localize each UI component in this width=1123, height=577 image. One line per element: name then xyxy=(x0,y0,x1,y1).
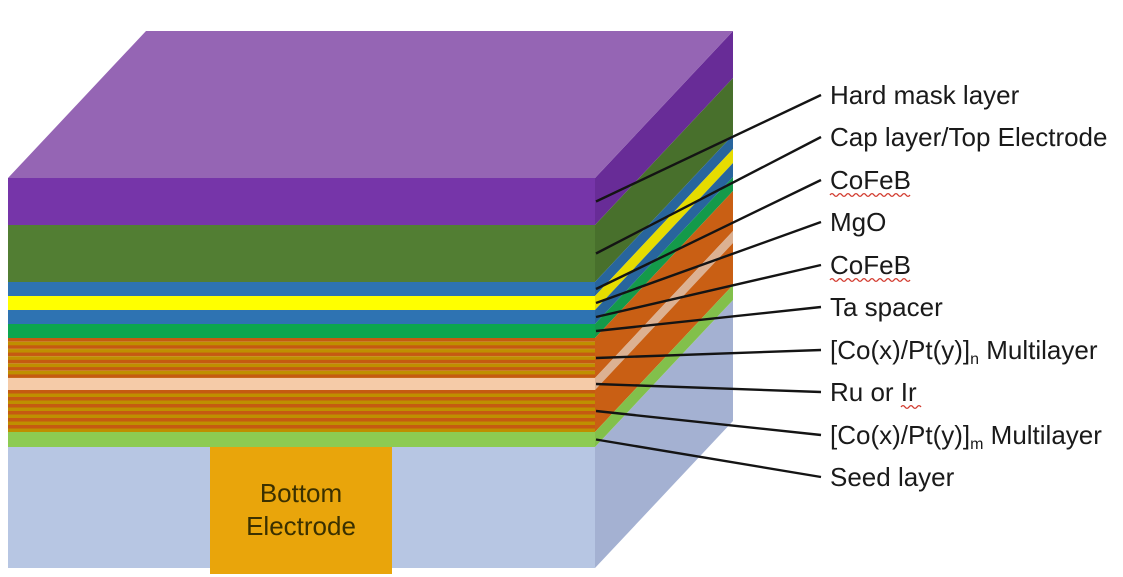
bottom-electrode-label: Bottom Electrode xyxy=(246,478,356,541)
bottom-electrode-block xyxy=(210,447,392,574)
spellcheck-squiggle-cofeb-top xyxy=(829,192,911,198)
layer-front-seed xyxy=(8,432,595,447)
leader-line-copt-n xyxy=(595,348,822,360)
leader-line-mgo xyxy=(595,220,822,305)
leader-line-cofeb-top xyxy=(595,178,822,291)
spellcheck-squiggle-ir xyxy=(900,404,922,410)
leader-line-seed xyxy=(595,438,822,479)
layer-label-copt-m-subscript: m xyxy=(970,436,983,453)
spellcheck-squiggle-cofeb-bottom xyxy=(829,277,911,283)
leader-line-ta-spacer xyxy=(595,305,822,333)
leader-line-ru-ir xyxy=(595,382,822,394)
layer-side-seed xyxy=(595,285,733,447)
layer-label-copt-n: [Co(x)/Pt(y)]n Multilayer xyxy=(830,335,1098,368)
layer-front-copt-n xyxy=(8,338,595,378)
bottom-electrode-label-line1: Bottom xyxy=(260,478,342,508)
layer-side-cap xyxy=(595,78,733,282)
layer-label-copt-m-suffix: Multilayer xyxy=(983,420,1102,450)
layer-front-cofeb-top xyxy=(8,282,595,296)
layer-front-cofeb-bottom xyxy=(8,310,595,324)
leader-line-copt-m xyxy=(595,409,822,437)
layer-label-ta-spacer: Ta spacer xyxy=(830,292,943,322)
bottom-electrode-label-line2: Electrode xyxy=(246,511,356,541)
layer-side-cofeb-bottom xyxy=(595,163,733,324)
layer-front-cap xyxy=(8,225,595,282)
layer-side-substrate xyxy=(595,300,733,568)
layer-label-copt-m-prefix: [Co(x)/Pt(y)] xyxy=(830,420,970,450)
layer-front-ru-ir xyxy=(8,378,595,390)
layer-side-cofeb-top xyxy=(595,135,733,296)
layer-side-ru-ir xyxy=(595,231,733,390)
leader-line-hard-mask xyxy=(595,93,822,203)
layer-side-mgo xyxy=(595,149,733,310)
layer-label-cofeb-bottom: CoFeB xyxy=(830,250,911,280)
layer-label-copt-n-subscript: n xyxy=(970,351,979,368)
layer-label-mgo: MgO xyxy=(830,207,886,237)
layer-label-copt-n-prefix: [Co(x)/Pt(y)] xyxy=(830,335,970,365)
layer-front-hard-mask xyxy=(8,178,595,225)
layer-front-copt-m xyxy=(8,390,595,432)
layer-label-copt-n-suffix: Multilayer xyxy=(979,335,1098,365)
layer-label-ru-ir: Ru or Ir xyxy=(830,377,917,407)
layer-label-hard-mask: Hard mask layer xyxy=(830,80,1020,110)
layer-side-hard-mask xyxy=(595,31,733,225)
layer-label-cap: Cap layer/Top Electrode xyxy=(830,122,1107,152)
leader-line-cap xyxy=(595,135,822,255)
layer-front-mgo xyxy=(8,296,595,310)
leader-line-cofeb-bottom xyxy=(595,263,822,319)
layer-side-copt-n xyxy=(595,191,733,378)
layer-side-ta-spacer xyxy=(595,177,733,338)
layer-label-copt-m: [Co(x)/Pt(y)]m Multilayer xyxy=(830,420,1102,453)
stack-top-face xyxy=(8,31,733,178)
layer-front-ta-spacer xyxy=(8,324,595,338)
layer-label-seed: Seed layer xyxy=(830,462,955,492)
layer-label-cofeb-top: CoFeB xyxy=(830,165,911,195)
